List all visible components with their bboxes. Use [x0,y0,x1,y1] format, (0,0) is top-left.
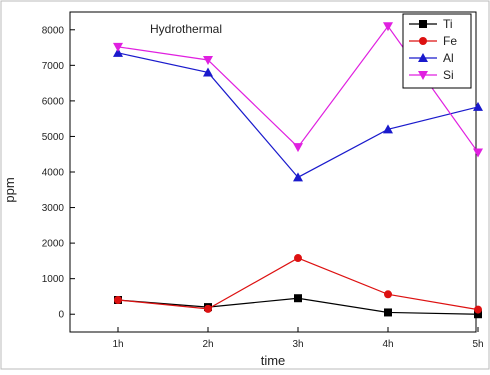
x-axis-title: time [261,353,286,368]
x-tick-label: 1h [112,339,123,350]
x-tick-label: 4h [382,339,393,350]
data-point-al [473,101,483,111]
y-tick-label: 5000 [42,132,65,143]
y-tick-label: 4000 [42,168,65,179]
data-point-ti [474,310,482,319]
legend-label-fe: Fe [443,34,457,48]
legend-label-ti: Ti [443,17,453,31]
data-point-fe [204,304,212,313]
data-point-fe [474,305,482,314]
data-point-al [293,172,303,182]
data-point-al [383,124,393,134]
data-point-ti [384,308,392,317]
data-point-fe [294,254,302,263]
data-point-si [293,143,303,153]
data-point-ti [294,294,302,303]
series-layer [113,22,483,319]
x-axis: 1h 2h 3h 4h 5h [112,327,484,350]
legend-label-si: Si [443,68,454,82]
y-axis-title: ppm [2,177,17,202]
y-tick-label: 3000 [42,203,65,214]
data-point-si [473,148,483,158]
legend: Ti Fe Al Si [402,13,472,89]
y-axis: 0 1000 2000 3000 4000 5000 6000 7000 8000 [42,25,75,321]
legend-label-al: Al [443,51,454,65]
y-tick-label: 0 [58,310,64,321]
data-point-si [383,22,393,32]
x-tick-label: 2h [202,339,213,350]
y-tick-label: 2000 [42,239,65,250]
y-tick-label: 8000 [42,25,65,36]
x-tick-label: 5h [472,339,483,350]
chart-title: Hydrothermal [150,22,222,36]
data-point-fe [114,296,122,304]
legend-marker-ti [419,20,427,28]
y-tick-label: 1000 [42,274,65,285]
legend-marker-al [418,53,428,62]
data-point-si [113,42,123,52]
series-al [113,47,483,182]
data-point-al [203,67,213,77]
legend-box [402,13,472,89]
y-tick-label: 6000 [42,96,65,107]
legend-marker-fe [419,37,427,45]
data-point-al [113,47,123,57]
data-point-fe [384,290,392,299]
series-fe [114,254,482,314]
data-point-si [203,56,213,65]
x-tick-label: 3h [292,339,303,350]
legend-marker-si [418,71,428,80]
y-tick-label: 7000 [42,61,65,72]
